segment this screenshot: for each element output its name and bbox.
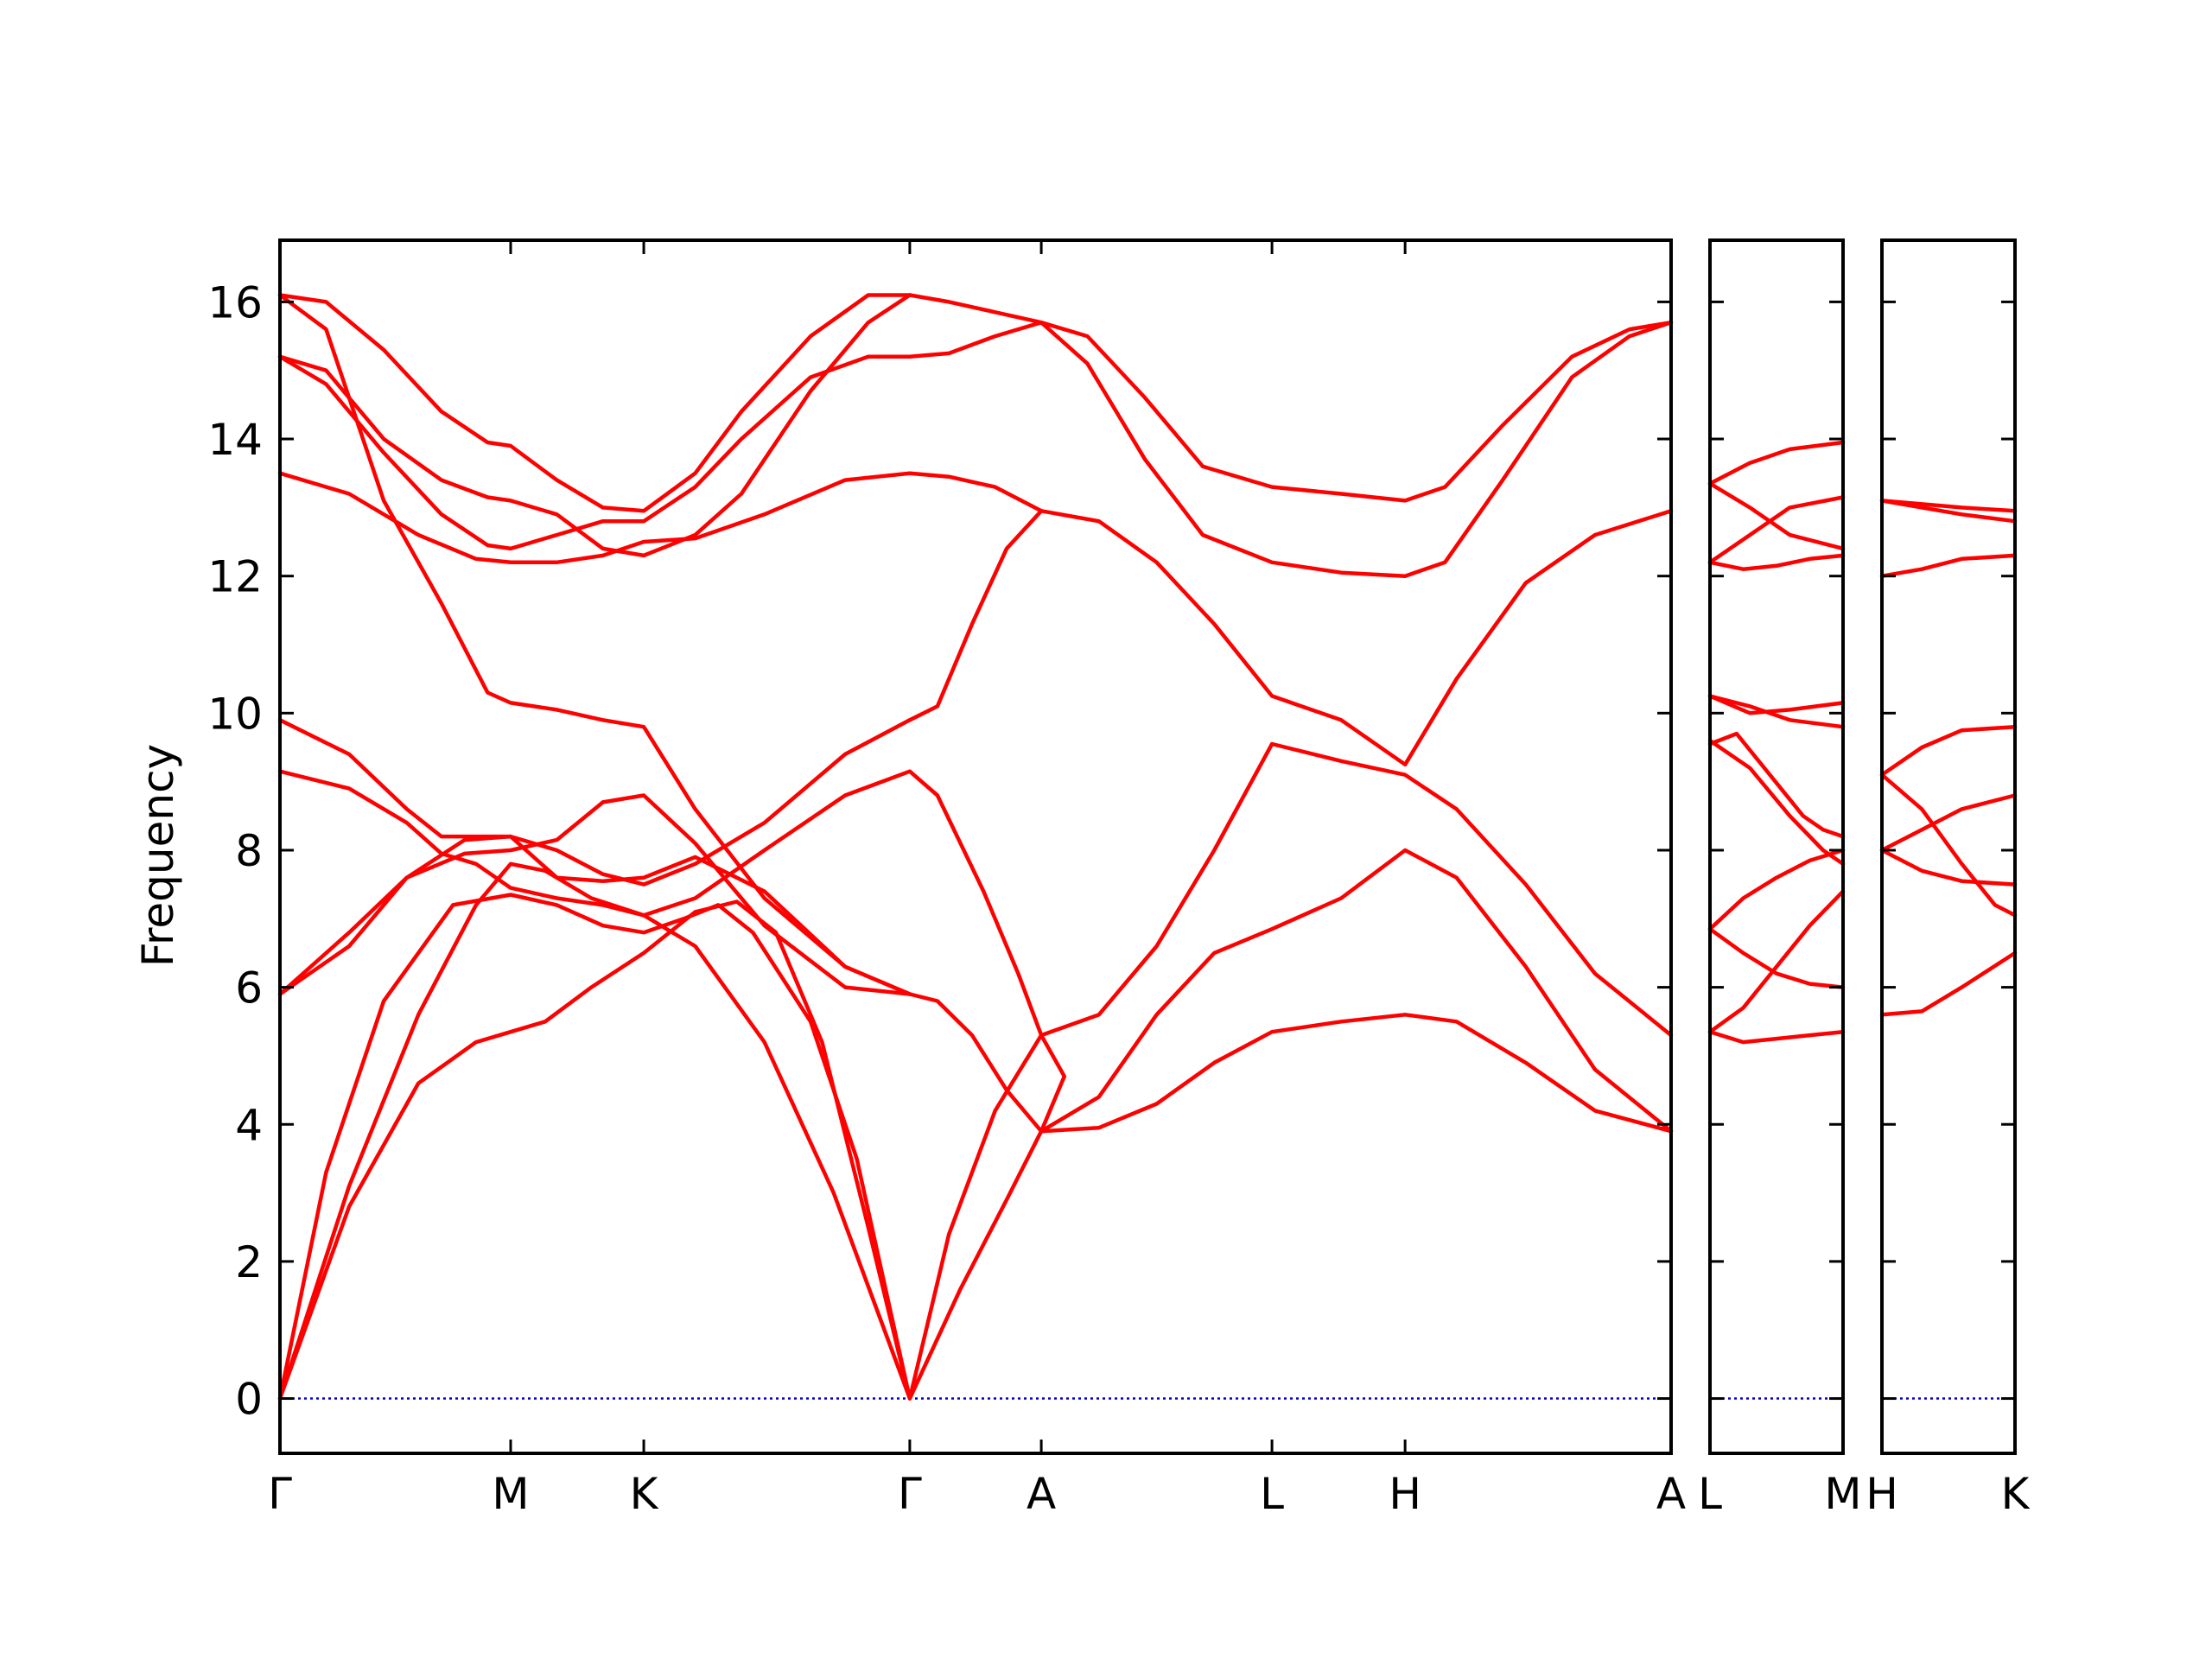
ytick-label-0: 0 xyxy=(235,1375,263,1425)
xtick-label-main-4: A xyxy=(1027,1469,1056,1519)
band-main-10 xyxy=(277,293,912,513)
axis-ticks xyxy=(280,240,2015,1453)
xtick-label-LM-1: M xyxy=(1824,1469,1861,1519)
band-main-4 xyxy=(277,718,912,996)
band-main-1 xyxy=(277,899,912,1401)
band-main-7 xyxy=(277,293,912,996)
band-HK-3 xyxy=(1879,772,2018,918)
band-lines xyxy=(277,293,2018,1401)
ytick-label-14: 14 xyxy=(207,415,263,465)
band-main-0 xyxy=(277,861,912,1401)
y-axis-label: Frequency xyxy=(133,744,183,967)
ytick-label-12: 12 xyxy=(207,552,263,602)
xtick-label-main-6: H xyxy=(1389,1469,1421,1519)
band-main-19 xyxy=(907,320,1674,503)
band-LM-3 xyxy=(1707,848,1846,931)
frame-HK xyxy=(1880,238,2017,1455)
xtick-label-main-0: Γ xyxy=(268,1469,292,1519)
xtick-label-main-1: M xyxy=(492,1469,529,1519)
band-LM-4 xyxy=(1707,731,1846,839)
band-main-5 xyxy=(277,769,912,918)
ytick-label-16: 16 xyxy=(207,277,263,327)
band-main-14 xyxy=(907,769,1674,1134)
band-HK-7 xyxy=(1879,499,2018,513)
band-HK-5 xyxy=(1879,553,2018,578)
band-main-18 xyxy=(907,293,1674,578)
band-LM-9 xyxy=(1707,495,1846,565)
band-LM-7 xyxy=(1707,694,1846,729)
ytick-label-4: 4 xyxy=(235,1100,263,1150)
band-main-3 xyxy=(277,793,912,996)
band-LM-6 xyxy=(1707,694,1846,715)
band-HK-1 xyxy=(1879,848,2018,887)
frame-main xyxy=(278,238,1673,1455)
xtick-label-main-5: L xyxy=(1260,1469,1284,1519)
band-main-2 xyxy=(277,893,912,1401)
band-HK-2 xyxy=(1879,793,2018,853)
band-LM-8 xyxy=(1707,553,1846,571)
band-LM-10 xyxy=(1707,481,1846,551)
band-main-17 xyxy=(907,471,1044,513)
band-main-9 xyxy=(277,354,912,551)
ytick-label-2: 2 xyxy=(235,1237,263,1287)
xtick-label-main-3: Γ xyxy=(898,1469,922,1519)
band-main-13 xyxy=(907,848,1674,1401)
band-main-16 xyxy=(907,509,1674,767)
band-LM-2 xyxy=(1707,926,1846,989)
xtick-label-HK-1: K xyxy=(2001,1469,2031,1519)
xtick-label-LM-0: L xyxy=(1698,1469,1722,1519)
ytick-label-10: 10 xyxy=(207,689,263,739)
band-main-15 xyxy=(907,992,1044,1134)
band-main-12 xyxy=(907,741,1674,1401)
band-LM-11 xyxy=(1707,440,1846,486)
frame-LM xyxy=(1708,238,1845,1455)
band-main-6 xyxy=(277,718,912,996)
band-LM-0 xyxy=(1707,1029,1846,1045)
panel-frames xyxy=(278,238,2017,1455)
band-LM-5 xyxy=(1707,738,1846,867)
band-HK-0 xyxy=(1879,950,2018,1017)
band-HK-4 xyxy=(1879,724,2018,777)
ytick-label-6: 6 xyxy=(235,963,263,1014)
band-main-11 xyxy=(277,471,912,565)
xtick-label-HK-0: H xyxy=(1866,1469,1898,1519)
band-LM-1 xyxy=(1707,889,1846,1034)
xtick-label-main-7: A xyxy=(1656,1469,1686,1519)
band-main-8 xyxy=(277,293,912,558)
ytick-label-8: 8 xyxy=(235,826,263,876)
xtick-label-main-2: K xyxy=(630,1469,659,1519)
